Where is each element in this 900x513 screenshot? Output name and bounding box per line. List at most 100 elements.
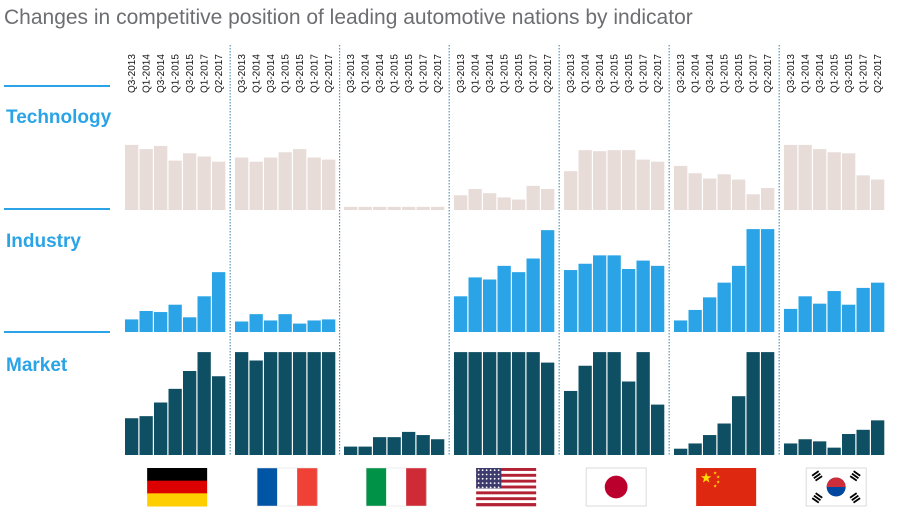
bar-market-usa-q3-2014 [483, 352, 497, 455]
bar-technology-china-q3-2014 [703, 178, 717, 210]
bar-industry-france-q1-2015 [278, 314, 292, 332]
tick-label-south-korea-q1-2015: Q1-2015 [830, 54, 841, 93]
bar-market-italy-q1-2014 [358, 446, 372, 455]
bar-technology-germany-q1-2015 [168, 160, 182, 210]
bar-market-china-q2-2017 [761, 352, 775, 455]
germany-flag-icon [147, 468, 208, 507]
bar-market-japan-q1-2015 [607, 352, 621, 455]
bar-technology-france-q1-2015 [278, 152, 292, 210]
tick-label-south-korea-q3-2015: Q3-2015 [844, 54, 855, 93]
bar-technology-usa-q1-2014 [468, 189, 482, 210]
tick-label-china-q1-2015: Q1-2015 [720, 54, 731, 93]
bar-market-usa-q3-2015 [512, 352, 526, 455]
bar-market-germany-q1-2017 [197, 352, 211, 455]
bar-market-france-q1-2017 [307, 352, 321, 455]
chart-title: Changes in competitive position of leadi… [4, 6, 693, 29]
bar-industry-france-q1-2017 [307, 320, 321, 332]
bar-market-japan-q1-2014 [578, 365, 592, 455]
bar-technology-usa-q2-2017 [541, 189, 555, 210]
bar-technology-south-korea-q3-2014 [813, 149, 827, 210]
bar-technology-france-q2-2017 [322, 159, 336, 210]
bar-industry-germany-q1-2015 [168, 304, 182, 332]
bar-technology-china-q1-2015 [717, 174, 731, 210]
tick-label-italy-q1-2014: Q1-2014 [361, 54, 372, 93]
bar-market-france-q3-2015 [293, 352, 307, 455]
tick-label-france-q3-2015: Q3-2015 [295, 54, 306, 93]
japan-flag-icon [585, 467, 647, 507]
bar-market-france-q2-2017 [322, 352, 336, 455]
bar-technology-italy-q2-2017 [431, 206, 445, 210]
bar-industry-china-q3-2014 [703, 297, 717, 332]
bar-technology-france-q1-2017 [307, 157, 321, 210]
bar-technology-usa-q3-2013 [454, 195, 468, 210]
bar-market-italy-q3-2013 [344, 446, 358, 455]
bar-market-germany-q3-2015 [183, 371, 197, 455]
tick-label-south-korea-q3-2014: Q3-2014 [815, 54, 826, 93]
tick-label-south-korea-q2-2017: Q2-2017 [873, 54, 884, 93]
bar-market-south-korea-q3-2013 [784, 443, 798, 455]
tick-label-germany-q3-2015: Q3-2015 [185, 54, 196, 93]
bar-industry-japan-q3-2013 [564, 270, 578, 332]
bar-market-france-q3-2014 [264, 352, 278, 455]
tick-label-italy-q3-2013: Q3-2013 [346, 54, 357, 93]
bar-industry-japan-q1-2017 [636, 260, 650, 332]
tick-label-china-q3-2014: Q3-2014 [705, 54, 716, 93]
bar-industry-china-q3-2013 [674, 320, 688, 332]
bar-technology-france-q3-2014 [264, 157, 278, 210]
country-dividers [229, 45, 780, 455]
bar-market-italy-q3-2014 [373, 437, 387, 455]
tick-label-usa-q3-2013: Q3-2013 [456, 54, 467, 93]
bar-industry-china-q1-2014 [688, 309, 702, 332]
bar-industry-south-korea-q2-2017 [871, 282, 885, 332]
tick-label-germany-q2-2017: Q2-2017 [214, 54, 225, 93]
tick-label-germany-q1-2017: Q1-2017 [200, 54, 211, 93]
tick-label-japan-q1-2015: Q1-2015 [610, 54, 621, 93]
tick-label-japan-q3-2014: Q3-2014 [595, 54, 606, 93]
bar-industry-france-q3-2014 [264, 320, 278, 332]
bar-technology-italy-q3-2013 [344, 206, 358, 210]
tick-label-south-korea-q1-2014: Q1-2014 [801, 54, 812, 93]
bar-technology-south-korea-q2-2017 [871, 179, 885, 210]
bar-market-germany-q3-2014 [154, 402, 168, 455]
bar-market-japan-q3-2014 [593, 352, 607, 455]
row-separators [4, 85, 110, 333]
bar-industry-south-korea-q3-2013 [784, 308, 798, 332]
bar-industry-china-q1-2015 [717, 282, 731, 332]
tick-label-japan-q1-2014: Q1-2014 [581, 54, 592, 93]
bar-technology-germany-q3-2015 [183, 153, 197, 210]
bar-industry-south-korea-q1-2014 [798, 296, 812, 332]
tick-label-france-q3-2013: Q3-2013 [237, 54, 248, 93]
bar-technology-south-korea-q1-2014 [798, 144, 812, 210]
row-labels: Technology Industry Market [6, 107, 112, 376]
bar-market-france-q1-2014 [249, 360, 263, 455]
bar-industry-germany-q3-2014 [154, 312, 168, 332]
bar-technology-italy-q1-2017 [416, 206, 430, 210]
bar-industry-usa-q3-2013 [454, 296, 468, 332]
bar-technology-japan-q1-2017 [636, 159, 650, 210]
tick-label-italy-q1-2015: Q1-2015 [390, 54, 401, 93]
bar-industry-japan-q1-2014 [578, 263, 592, 332]
tick-label-china-q1-2014: Q1-2014 [691, 54, 702, 93]
bar-market-germany-q1-2015 [168, 388, 182, 455]
country-flags [147, 467, 867, 507]
bar-technology-japan-q1-2014 [578, 150, 592, 210]
bar-technology-italy-q1-2014 [358, 206, 372, 210]
bar-industry-japan-q1-2015 [607, 255, 621, 332]
tick-label-germany-q1-2014: Q1-2014 [142, 54, 153, 93]
bar-technology-germany-q3-2014 [154, 145, 168, 210]
bar-industry-usa-q3-2015 [512, 272, 526, 332]
bar-technology-france-q1-2014 [249, 161, 263, 210]
bar-technology-south-korea-q1-2015 [827, 152, 841, 210]
bar-industry-france-q1-2014 [249, 314, 263, 332]
tick-label-germany-q3-2014: Q3-2014 [156, 54, 167, 93]
tick-label-usa-q2-2017: Q2-2017 [543, 54, 554, 93]
bar-market-usa-q1-2017 [526, 352, 540, 455]
bar-industry-france-q3-2015 [293, 323, 307, 332]
bar-market-south-korea-q1-2015 [827, 447, 841, 455]
bar-industry-japan-q2-2017 [651, 265, 665, 332]
bar-industry-south-korea-q1-2017 [856, 287, 870, 332]
bar-technology-usa-q1-2017 [526, 185, 540, 210]
bar-industry-germany-q3-2015 [183, 317, 197, 332]
bar-technology-south-korea-q3-2013 [784, 144, 798, 210]
tick-label-usa-q1-2017: Q1-2017 [529, 54, 540, 93]
